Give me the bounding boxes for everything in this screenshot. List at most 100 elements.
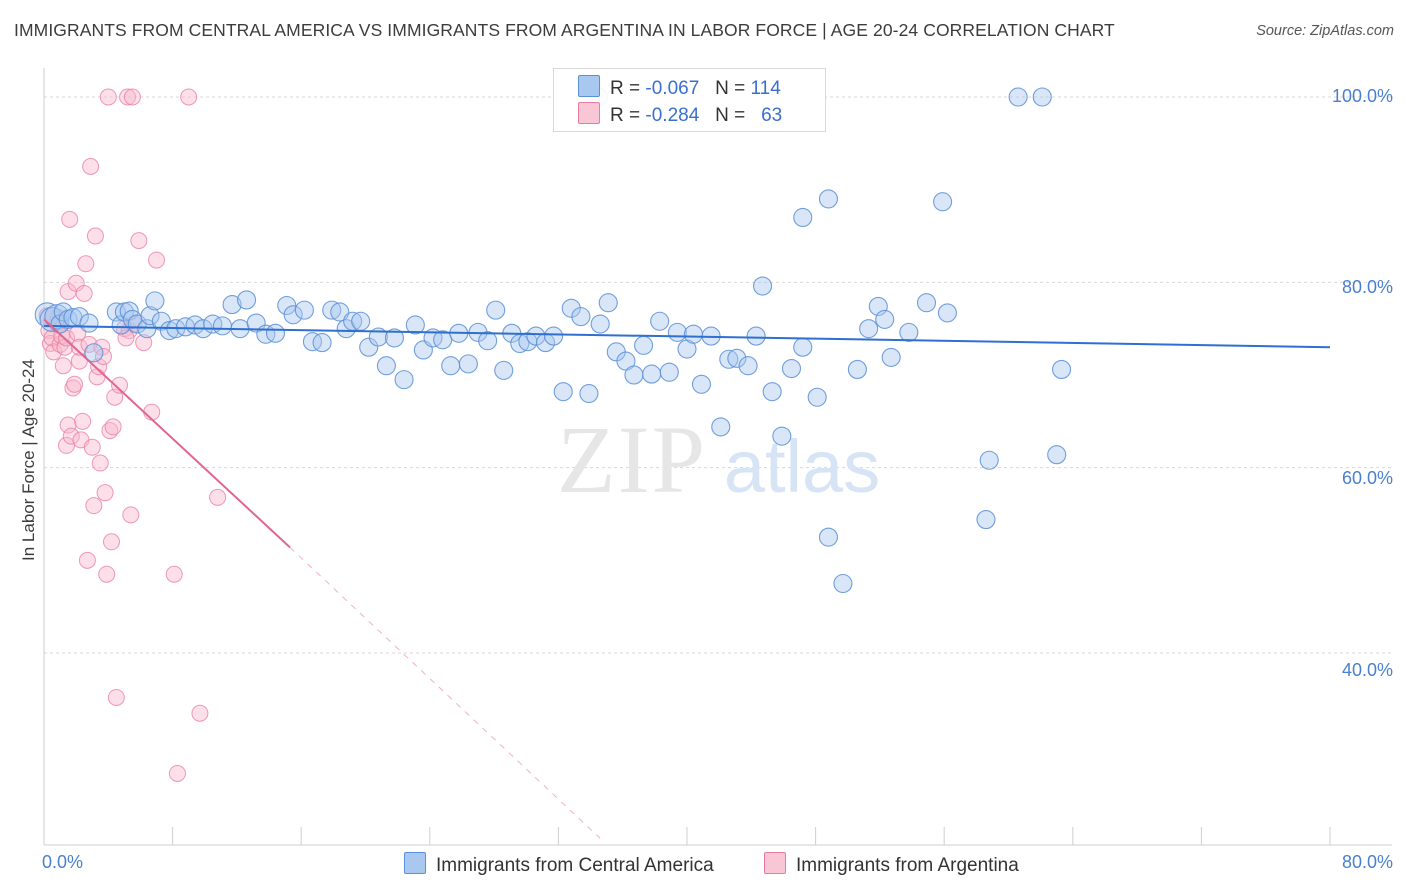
data-point-argentina <box>103 533 121 551</box>
correlation-legend: R = -0.067 N = 114 R = -0.284 N = 63 <box>553 68 826 132</box>
watermark: ZIP atlas <box>557 406 880 513</box>
data-point-central-america <box>772 426 792 446</box>
data-point-central-america <box>145 291 165 311</box>
data-point-central-america <box>302 332 323 352</box>
data-point-argentina <box>107 688 125 706</box>
data-point-central-america <box>881 347 901 367</box>
series-legend-label: Immigrants from Argentina <box>796 855 1019 876</box>
data-point-central-america <box>405 315 425 335</box>
legend-n-label: N = <box>715 78 746 99</box>
source-label: Source: ZipAtlas.com <box>1256 23 1394 39</box>
data-point-central-america <box>933 192 953 212</box>
data-point-argentina <box>66 375 84 393</box>
grid-lines <box>44 96 1392 654</box>
data-point-central-america <box>441 356 461 376</box>
data-point-central-america <box>79 313 99 333</box>
data-point-argentina <box>148 251 166 269</box>
data-point-argentina <box>119 88 137 106</box>
data-point-central-america <box>394 370 414 390</box>
data-point-argentina <box>62 427 80 445</box>
data-point-central-america <box>738 356 758 376</box>
legend-swatch-pink <box>578 102 600 124</box>
data-point-central-america <box>312 333 332 353</box>
data-point-central-america <box>634 335 654 355</box>
data-point-argentina <box>135 334 153 352</box>
data-point-argentina <box>96 484 114 502</box>
axes <box>43 68 1392 846</box>
data-point-central-america <box>976 510 996 530</box>
data-point-central-america <box>376 356 396 376</box>
data-point-central-america <box>899 322 919 342</box>
data-point-central-america <box>590 314 610 334</box>
data-point-central-america <box>494 360 514 380</box>
data-point-central-america <box>875 309 895 329</box>
data-point-central-america <box>561 298 581 318</box>
legend-r-value: -0.067 <box>645 78 700 99</box>
data-point-central-america <box>423 328 443 348</box>
series-legend-argentina: Immigrants from Argentina <box>764 852 1019 877</box>
data-point-central-america <box>833 573 853 594</box>
series-swatch-pink <box>764 852 786 874</box>
data-point-central-america <box>847 359 867 379</box>
data-point-argentina <box>180 88 198 106</box>
chart-title: IMMIGRANTS FROM CENTRAL AMERICA VS IMMIG… <box>14 20 1115 40</box>
data-point-central-america <box>84 343 104 363</box>
data-point-argentina <box>191 704 209 722</box>
data-point-central-america <box>433 330 453 350</box>
data-point-argentina <box>77 255 95 273</box>
data-point-central-america <box>368 327 388 347</box>
legend-r-label: R = <box>610 105 641 126</box>
data-point-argentina <box>111 376 129 394</box>
data-point-central-america <box>642 364 662 384</box>
data-point-argentina <box>91 454 109 472</box>
data-point-central-america <box>571 307 591 327</box>
x-tick-label: 0.0% <box>42 852 84 872</box>
data-point-central-america <box>458 354 478 374</box>
trend-line-central-america <box>43 324 1331 349</box>
data-point-central-america <box>277 295 297 316</box>
data-point-argentina <box>98 565 116 583</box>
data-point-central-america <box>659 362 679 382</box>
data-point-argentina <box>85 497 103 515</box>
data-point-central-america <box>746 326 766 346</box>
data-point-argentina <box>165 565 183 583</box>
data-point-argentina <box>94 347 112 365</box>
data-point-central-america <box>1008 87 1028 107</box>
data-point-central-america <box>979 450 999 470</box>
data-point-central-america <box>553 382 573 402</box>
data-point-argentina <box>59 416 77 434</box>
data-point-central-america <box>916 293 937 313</box>
data-point-central-america <box>711 417 731 437</box>
legend-r-value: -0.284 <box>645 105 700 126</box>
data-point-central-america <box>1047 445 1067 465</box>
data-point-central-america <box>691 374 712 394</box>
data-point-central-america <box>859 319 879 339</box>
data-point-central-america <box>351 311 371 331</box>
y-tick-label: 60.0% <box>1341 468 1393 488</box>
y-tick-label: 100.0% <box>1331 86 1393 106</box>
series-central-america-points <box>34 87 1072 594</box>
data-point-argentina <box>78 551 96 569</box>
data-point-central-america <box>1051 359 1072 379</box>
y-tick-label: 40.0% <box>1341 660 1393 680</box>
trend-line-argentina-extrapolated <box>289 546 601 839</box>
data-point-argentina <box>90 358 108 376</box>
data-point-central-america <box>818 189 839 209</box>
data-point-central-america <box>781 358 802 379</box>
data-point-central-america <box>624 365 644 385</box>
data-point-central-america <box>283 305 303 325</box>
data-point-central-america <box>727 348 747 368</box>
data-point-central-america <box>265 323 286 343</box>
y-axis-label: In Labor Force | Age 20-24 <box>19 359 38 561</box>
watermark-zip: ZIP <box>557 406 707 513</box>
x-tick-label: 80.0% <box>1341 852 1393 872</box>
series-argentina-points <box>38 88 227 782</box>
data-point-argentina <box>61 210 79 228</box>
legend-n-value: 114 <box>750 78 781 99</box>
data-point-central-america <box>486 300 506 320</box>
data-point-central-america <box>246 313 266 333</box>
data-point-argentina <box>86 227 104 245</box>
legend-n-value: 63 <box>761 105 783 126</box>
data-point-central-america <box>598 293 618 313</box>
data-point-argentina <box>99 88 117 106</box>
